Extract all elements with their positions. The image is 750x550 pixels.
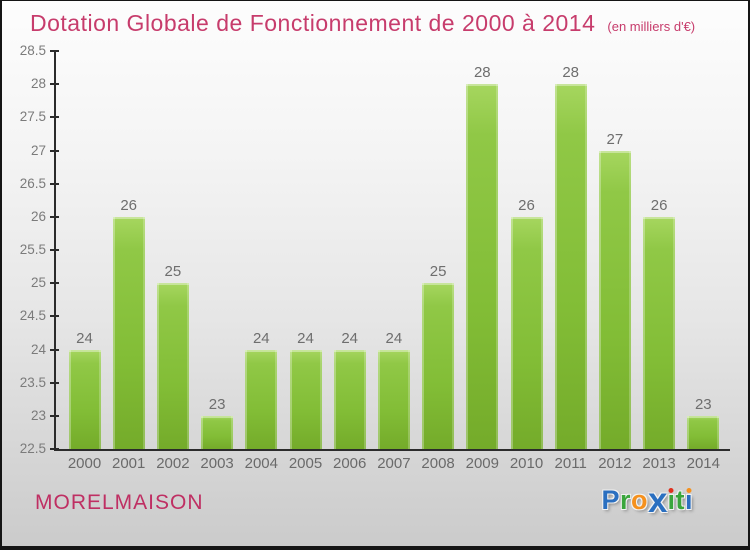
bar-value-label: 28 [562, 64, 580, 82]
x-tick-label: 2004 [244, 455, 278, 472]
bar-2012 [598, 150, 631, 449]
title-row: Dotation Globale de Fonctionnement de 20… [30, 10, 695, 37]
x-tick-label: 2003 [200, 455, 234, 472]
bar-2014 [687, 415, 720, 449]
bar-value-label: 24 [252, 329, 270, 347]
logo-letter-o: o [631, 485, 648, 515]
x-tick-label: 2002 [156, 455, 190, 472]
y-tick-label: 27 [30, 142, 46, 158]
y-tick-label: 27.5 [19, 109, 46, 125]
bar-value-label: 23 [208, 395, 226, 413]
y-tick-mark [50, 348, 59, 351]
y-tick-label: 28 [30, 76, 46, 92]
x-tick-label: 2009 [465, 455, 499, 472]
x-tick-label: 2011 [554, 455, 587, 472]
bar-2003 [201, 415, 234, 449]
page-title: Dotation Globale de Fonctionnement de 20… [30, 10, 596, 36]
bar-2002 [156, 283, 189, 449]
logo-letter-i: ı [667, 485, 676, 515]
x-tick-label: 2013 [642, 455, 676, 472]
x-tick-label: 2001 [112, 455, 146, 472]
bar-value-label: 26 [650, 196, 668, 214]
bar-value-label: 25 [429, 263, 447, 281]
y-tick-label: 24.5 [19, 308, 46, 324]
bar-value-label: 26 [120, 196, 138, 214]
y-tick-label: 25.5 [19, 242, 46, 257]
y-tick-mark [50, 448, 59, 450]
y-tick-label: 26 [30, 208, 46, 224]
bar-2007 [377, 349, 410, 449]
x-tick-label: 2005 [288, 455, 323, 472]
bar-value-label: 26 [518, 196, 535, 214]
x-tick-label: 2006 [333, 455, 367, 472]
y-tick-label: 23.5 [19, 374, 46, 390]
x-tick-label: 2008 [421, 455, 455, 472]
y-tick-label: 25 [30, 275, 46, 291]
y-tick-mark [50, 249, 59, 251]
bar-2000 [68, 349, 101, 449]
y-tick-label: 26.5 [19, 175, 46, 191]
x-tick-label: 2000 [67, 455, 102, 472]
x-tick-label: 2012 [598, 455, 632, 472]
logo-letter-i: ı [684, 485, 693, 515]
logo-i-dot [668, 488, 674, 493]
x-tick-label: 2014 [686, 455, 720, 472]
bar-value-label: 24 [341, 329, 359, 347]
y-tick-label: 24 [30, 341, 46, 357]
bar-value-label: 27 [606, 130, 624, 148]
y-tick-label: 22.5 [19, 441, 46, 456]
commune-name: MORELMAISON [35, 491, 204, 514]
y-tick-mark [50, 215, 59, 218]
y-tick-mark [50, 83, 59, 86]
bar-2006 [333, 349, 366, 449]
y-tick-mark [50, 315, 59, 318]
bar-value-label: 24 [297, 329, 314, 347]
bar-2013 [643, 216, 676, 449]
y-tick-label: 28.5 [19, 43, 46, 58]
y-tick-mark [50, 182, 59, 185]
y-tick-mark [50, 414, 59, 417]
bar-value-label: 25 [164, 263, 182, 281]
proxiti-logo: Proxı tı [601, 483, 693, 518]
bar-2009 [466, 84, 499, 449]
y-tick-mark [50, 50, 59, 52]
bar-value-label: 28 [473, 64, 491, 82]
logo-letter-r: r [619, 485, 631, 515]
bar-value-label: 24 [385, 329, 403, 347]
bar-2011 [554, 84, 587, 449]
y-tick-mark [50, 381, 59, 384]
y-tick-mark [50, 116, 59, 119]
logo-letter-P: P [601, 485, 620, 515]
y-tick-mark [50, 149, 59, 152]
chart-subtitle: (en milliers d'€) [607, 19, 696, 34]
y-tick-mark [50, 282, 59, 285]
logo-i-dot [686, 488, 692, 493]
plot-area: 22.5 23 23.5 24 24.5 25 25.5 26 26.5 27 27.5 28 28.5… [20, 43, 732, 472]
logo-letter-x: x [648, 481, 668, 520]
bar-2005 [289, 349, 322, 449]
x-tick-label: 2010 [509, 455, 544, 472]
bar-value-label: 24 [76, 329, 93, 347]
x-axis-line [54, 449, 730, 451]
bar-2010 [510, 216, 543, 449]
y-tick-label: 23 [30, 407, 46, 423]
bar-2001 [112, 216, 145, 449]
bar-value-label: 23 [694, 395, 712, 413]
x-tick-label: 2007 [377, 455, 411, 472]
bar-2004 [245, 349, 278, 449]
bar-2008 [422, 283, 455, 449]
y-axis-line [54, 51, 56, 451]
logo-letter-t: t [675, 485, 685, 515]
